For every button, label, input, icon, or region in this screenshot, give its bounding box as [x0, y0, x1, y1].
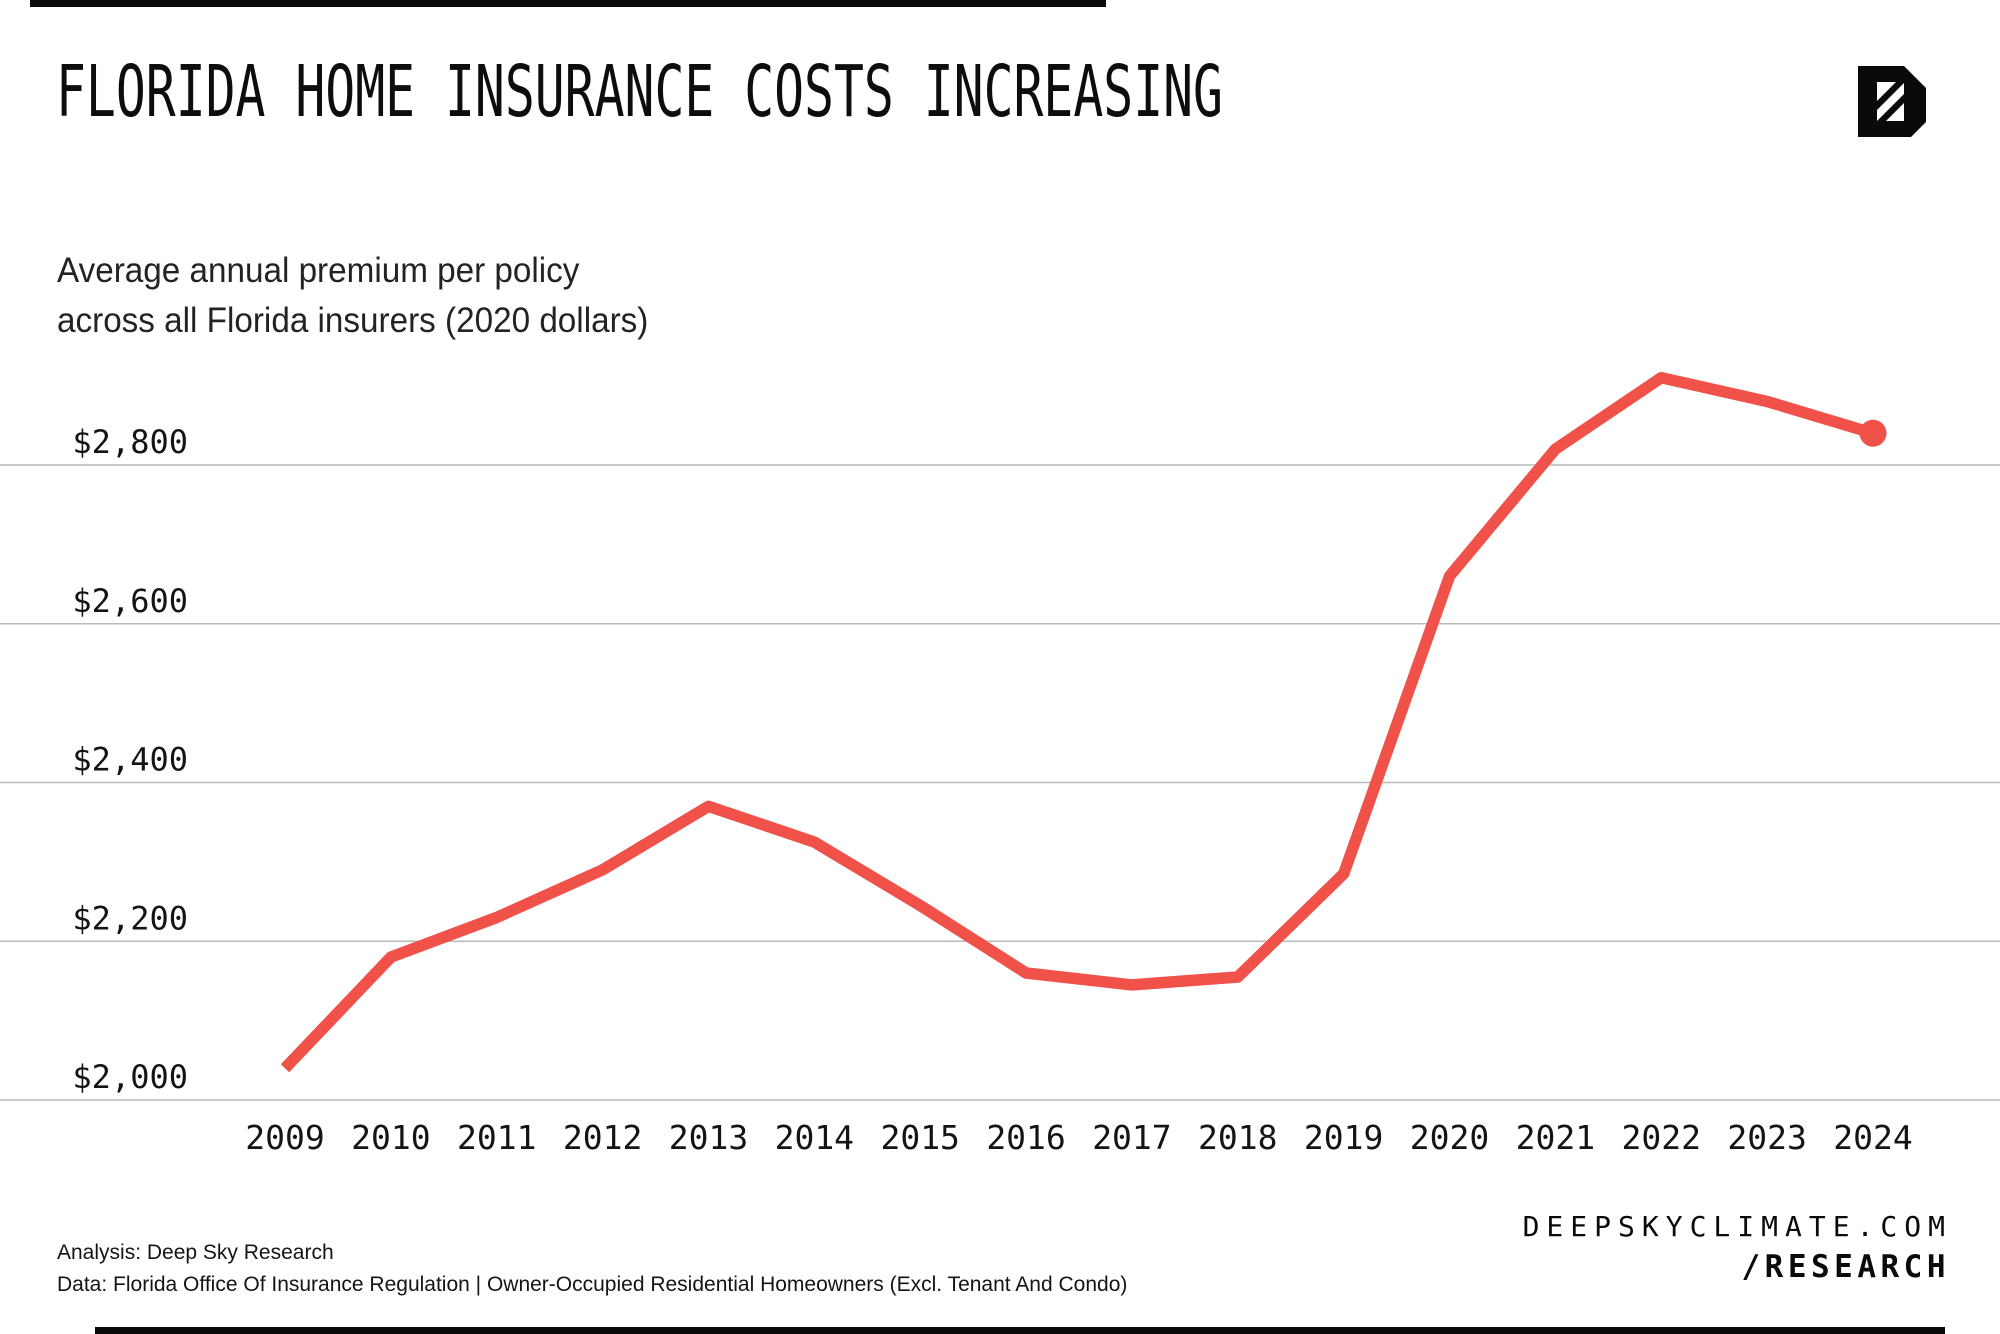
x-axis-label: 2014	[775, 1118, 854, 1157]
x-axis-label: 2020	[1410, 1118, 1489, 1157]
x-axis-label: 2024	[1833, 1118, 1912, 1157]
website-url: DEEPSKYCLIMATE.COM	[1522, 1210, 1952, 1243]
chart-subtitle-line1: Average annual premium per policy	[57, 251, 580, 290]
y-axis-label: $2,200	[72, 899, 188, 937]
premium-line-group	[280, 371, 1887, 1073]
x-axis-label: 2012	[563, 1118, 642, 1157]
premium-line	[280, 371, 1875, 1073]
endpoint-dot	[1859, 419, 1887, 447]
x-axis-label: 2018	[1198, 1118, 1277, 1157]
x-axis-label: 2015	[880, 1118, 959, 1157]
x-axis-label: 2016	[986, 1118, 1065, 1157]
x-axis-label: 2022	[1622, 1118, 1701, 1157]
x-axis-label: 2009	[245, 1118, 324, 1157]
research-tag: /RESEARCH	[1741, 1249, 1950, 1285]
x-axis-label: 2017	[1092, 1118, 1171, 1157]
footer-credits: Analysis: Deep Sky Research Data: Florid…	[57, 1237, 1127, 1301]
x-axis-label: 2010	[351, 1118, 430, 1157]
x-axis-label: 2021	[1516, 1118, 1595, 1157]
x-axis-label: 2013	[669, 1118, 748, 1157]
y-axis-label: $2,600	[72, 582, 188, 620]
y-axis-labels: $2,000 $2,200 $2,400 $2,600 $2,800	[72, 423, 188, 1096]
page-title: FLORIDA HOME INSURANCE COSTS INCREASING	[56, 50, 1223, 133]
bottom-rule	[95, 1327, 1945, 1334]
logo-stripes	[1877, 82, 1904, 121]
deep-sky-logo-icon	[1858, 66, 1926, 137]
y-axis-label: $2,000	[72, 1058, 188, 1096]
chart-subtitle: Average annual premium per policy across…	[57, 246, 648, 347]
chart-subtitle-line2: across all Florida insurers (2020 dollar…	[57, 301, 649, 341]
y-axis-label: $2,800	[72, 423, 188, 461]
x-axis-label: 2019	[1304, 1118, 1383, 1157]
y-axis-label: $2,400	[72, 741, 188, 779]
x-axis-label: 2023	[1727, 1118, 1806, 1157]
data-source-credit: Data: Florida Office Of Insurance Regula…	[57, 1272, 1128, 1296]
x-axis-labels: 2009 2010 2011 2012 2013 2014 2015 2016 2017 2018…	[245, 1118, 1912, 1157]
analysis-credit: Analysis: Deep Sky Research	[57, 1241, 334, 1264]
gridlines	[0, 464, 2000, 1101]
footer-brand: DEEPSKYCLIMATE.COM /RESEARCH	[1523, 1210, 1946, 1285]
top-rule	[30, 0, 1106, 7]
x-axis-label: 2011	[457, 1118, 536, 1157]
